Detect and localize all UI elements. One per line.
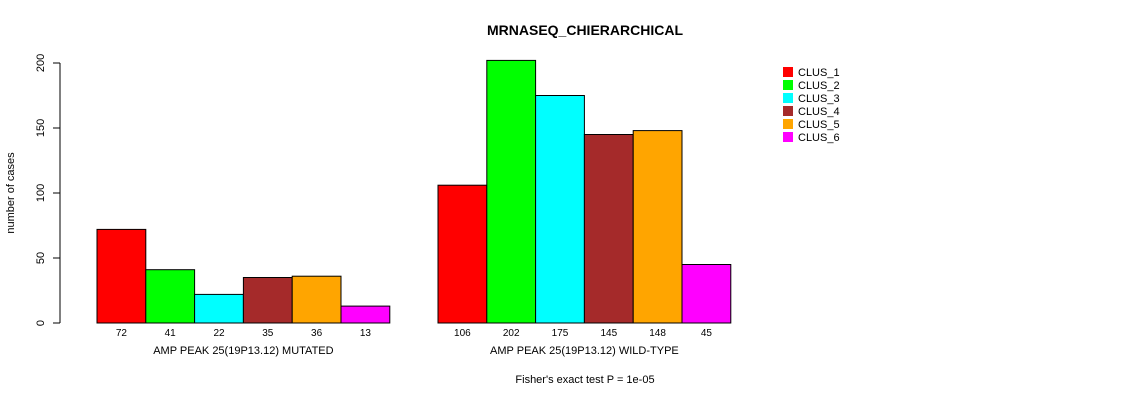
legend-swatch xyxy=(783,132,793,142)
chart-title: MRNASEQ_CHIERARCHICAL xyxy=(487,22,683,38)
bar-count-label: 72 xyxy=(116,328,128,339)
bar xyxy=(486,59,537,324)
bar-count-label: 145 xyxy=(600,328,617,339)
bar-count-label: 148 xyxy=(649,328,666,339)
bar xyxy=(632,130,683,324)
legend-swatch xyxy=(783,67,793,77)
legend-label: CLUS_5 xyxy=(798,119,840,131)
bar xyxy=(340,305,391,324)
bar xyxy=(194,293,244,324)
y-tick-label: 200 xyxy=(35,54,47,72)
y-axis: 0 50 100 150 200 xyxy=(35,54,61,326)
bar-groups: 72 41 22 35 36 13 AMP PEAK 25(19P13.12) MUTATE… xyxy=(96,59,732,357)
bar-count-label: 45 xyxy=(701,328,713,339)
legend-item: CLUS_4 xyxy=(783,106,840,118)
legend-label: CLUS_1 xyxy=(798,67,840,79)
bar-count-label: 175 xyxy=(552,328,569,339)
legend-swatch xyxy=(783,80,793,90)
fisher-test-footnote: Fisher's exact test P = 1e-05 xyxy=(515,374,654,386)
y-tick-label: 0 xyxy=(35,320,47,326)
bar-count-label: 41 xyxy=(165,328,177,339)
legend-label: CLUS_3 xyxy=(798,93,840,105)
bar-count-label: 35 xyxy=(262,328,274,339)
bar-group: 72 41 22 35 36 13 AMP PEAK 25(19P13.12) MUTATE… xyxy=(96,228,391,357)
legend-label: CLUS_4 xyxy=(798,106,840,118)
bar xyxy=(145,269,196,324)
bar-count-label: 202 xyxy=(503,328,520,339)
bar xyxy=(583,134,634,324)
group-label: AMP PEAK 25(19P13.12) MUTATED xyxy=(153,345,333,357)
bar xyxy=(242,277,293,324)
bar-count-label: 36 xyxy=(311,328,323,339)
bar-count-label: 22 xyxy=(213,328,225,339)
bar xyxy=(535,95,585,324)
legend-label: CLUS_2 xyxy=(798,80,840,92)
legend-item: CLUS_5 xyxy=(783,119,840,131)
legend-swatch xyxy=(783,93,793,103)
legend-item: CLUS_3 xyxy=(783,93,840,105)
bar-count-label: 13 xyxy=(360,328,372,339)
y-tick-label: 150 xyxy=(35,119,47,137)
group-label: AMP PEAK 25(19P13.12) WILD-TYPE xyxy=(490,345,679,357)
y-axis-label: number of cases xyxy=(5,152,17,234)
legend-item: CLUS_6 xyxy=(783,132,840,144)
y-tick-label: 100 xyxy=(35,184,47,202)
bar-group: 106 202 175 145 148 45 AMP PEAK 25(19P13.12) W… xyxy=(437,59,732,357)
legend-item: CLUS_2 xyxy=(783,80,840,92)
bar xyxy=(437,184,488,324)
bar xyxy=(96,228,147,324)
y-tick-label: 50 xyxy=(35,252,47,264)
legend-swatch xyxy=(783,106,793,116)
legend-item: CLUS_1 xyxy=(783,67,840,79)
bar-count-label: 106 xyxy=(454,328,471,339)
bar xyxy=(681,264,732,324)
legend-label: CLUS_6 xyxy=(798,132,840,144)
bar xyxy=(291,275,342,324)
legend-swatch xyxy=(783,119,793,129)
